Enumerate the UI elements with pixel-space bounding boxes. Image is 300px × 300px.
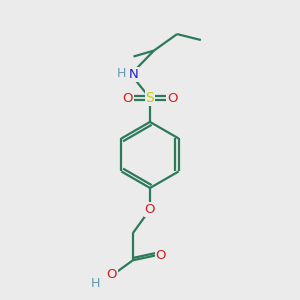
Text: O: O <box>106 268 117 281</box>
Text: N: N <box>128 68 138 81</box>
Text: O: O <box>123 92 133 105</box>
Text: O: O <box>155 249 166 262</box>
Text: O: O <box>167 92 177 105</box>
Text: S: S <box>146 91 154 105</box>
Text: H: H <box>116 67 126 80</box>
Text: O: O <box>145 203 155 216</box>
Text: H: H <box>91 277 100 290</box>
